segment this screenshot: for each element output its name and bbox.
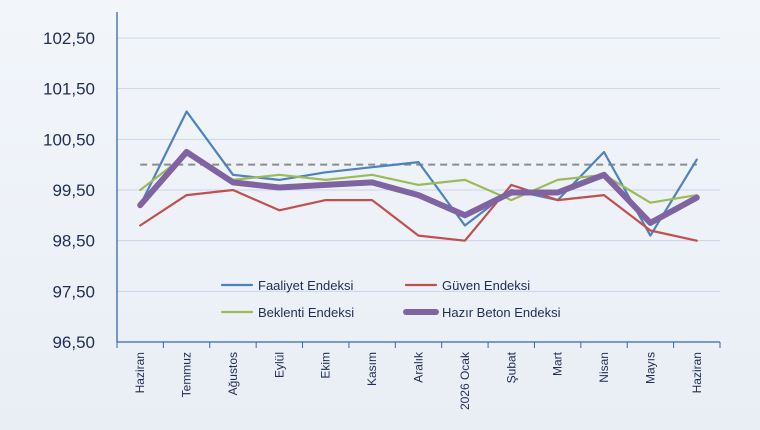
x-tick-label: Aralık	[412, 351, 426, 383]
gridlines	[117, 37, 720, 292]
y-tick-label: 98,50	[52, 232, 95, 251]
legend-label: Hazır Beton Endeksi	[442, 305, 561, 320]
x-tick-label: Ekim	[319, 352, 333, 379]
legend-label: Faaliyet Endeksi	[258, 278, 353, 293]
y-tick-label: 100,50	[43, 130, 95, 149]
legend-item: Hazır Beton Endeksi	[403, 305, 561, 320]
x-tick-label: Şubat	[504, 351, 518, 383]
y-tick-label: 96,50	[52, 333, 95, 352]
y-tick-label: 102,50	[43, 29, 95, 48]
y-tick-label: 97,50	[52, 282, 95, 301]
legend-item: Güven Endeksi	[404, 278, 530, 293]
x-tick-label: Mayıs	[643, 352, 657, 384]
series-line-1	[139, 183, 698, 242]
legend-item: Beklenti Endeksi	[220, 305, 354, 320]
x-tick-label: Mart	[551, 351, 565, 376]
x-tick-label: Nisan	[597, 352, 611, 383]
series-line-3	[137, 149, 700, 226]
legend-label: Güven Endeksi	[442, 278, 530, 293]
y-tick-label: 101,50	[43, 80, 95, 99]
x-tick-label: Haziran	[133, 352, 147, 393]
legend-label: Beklenti Endeksi	[258, 305, 354, 320]
y-tick-label: 99,50	[52, 181, 95, 200]
x-tick-label: 2026 Ocak	[458, 351, 472, 410]
x-tick-label: Temmuz	[180, 352, 194, 397]
x-tick-label: Ağustos	[226, 352, 240, 395]
x-tick-label: Haziran	[690, 352, 704, 393]
legend-item: Faaliyet Endeksi	[220, 278, 353, 293]
series-line-0	[139, 110, 698, 237]
x-tick-label: Eylül	[272, 352, 286, 378]
x-tick-label: Kasım	[365, 352, 379, 386]
